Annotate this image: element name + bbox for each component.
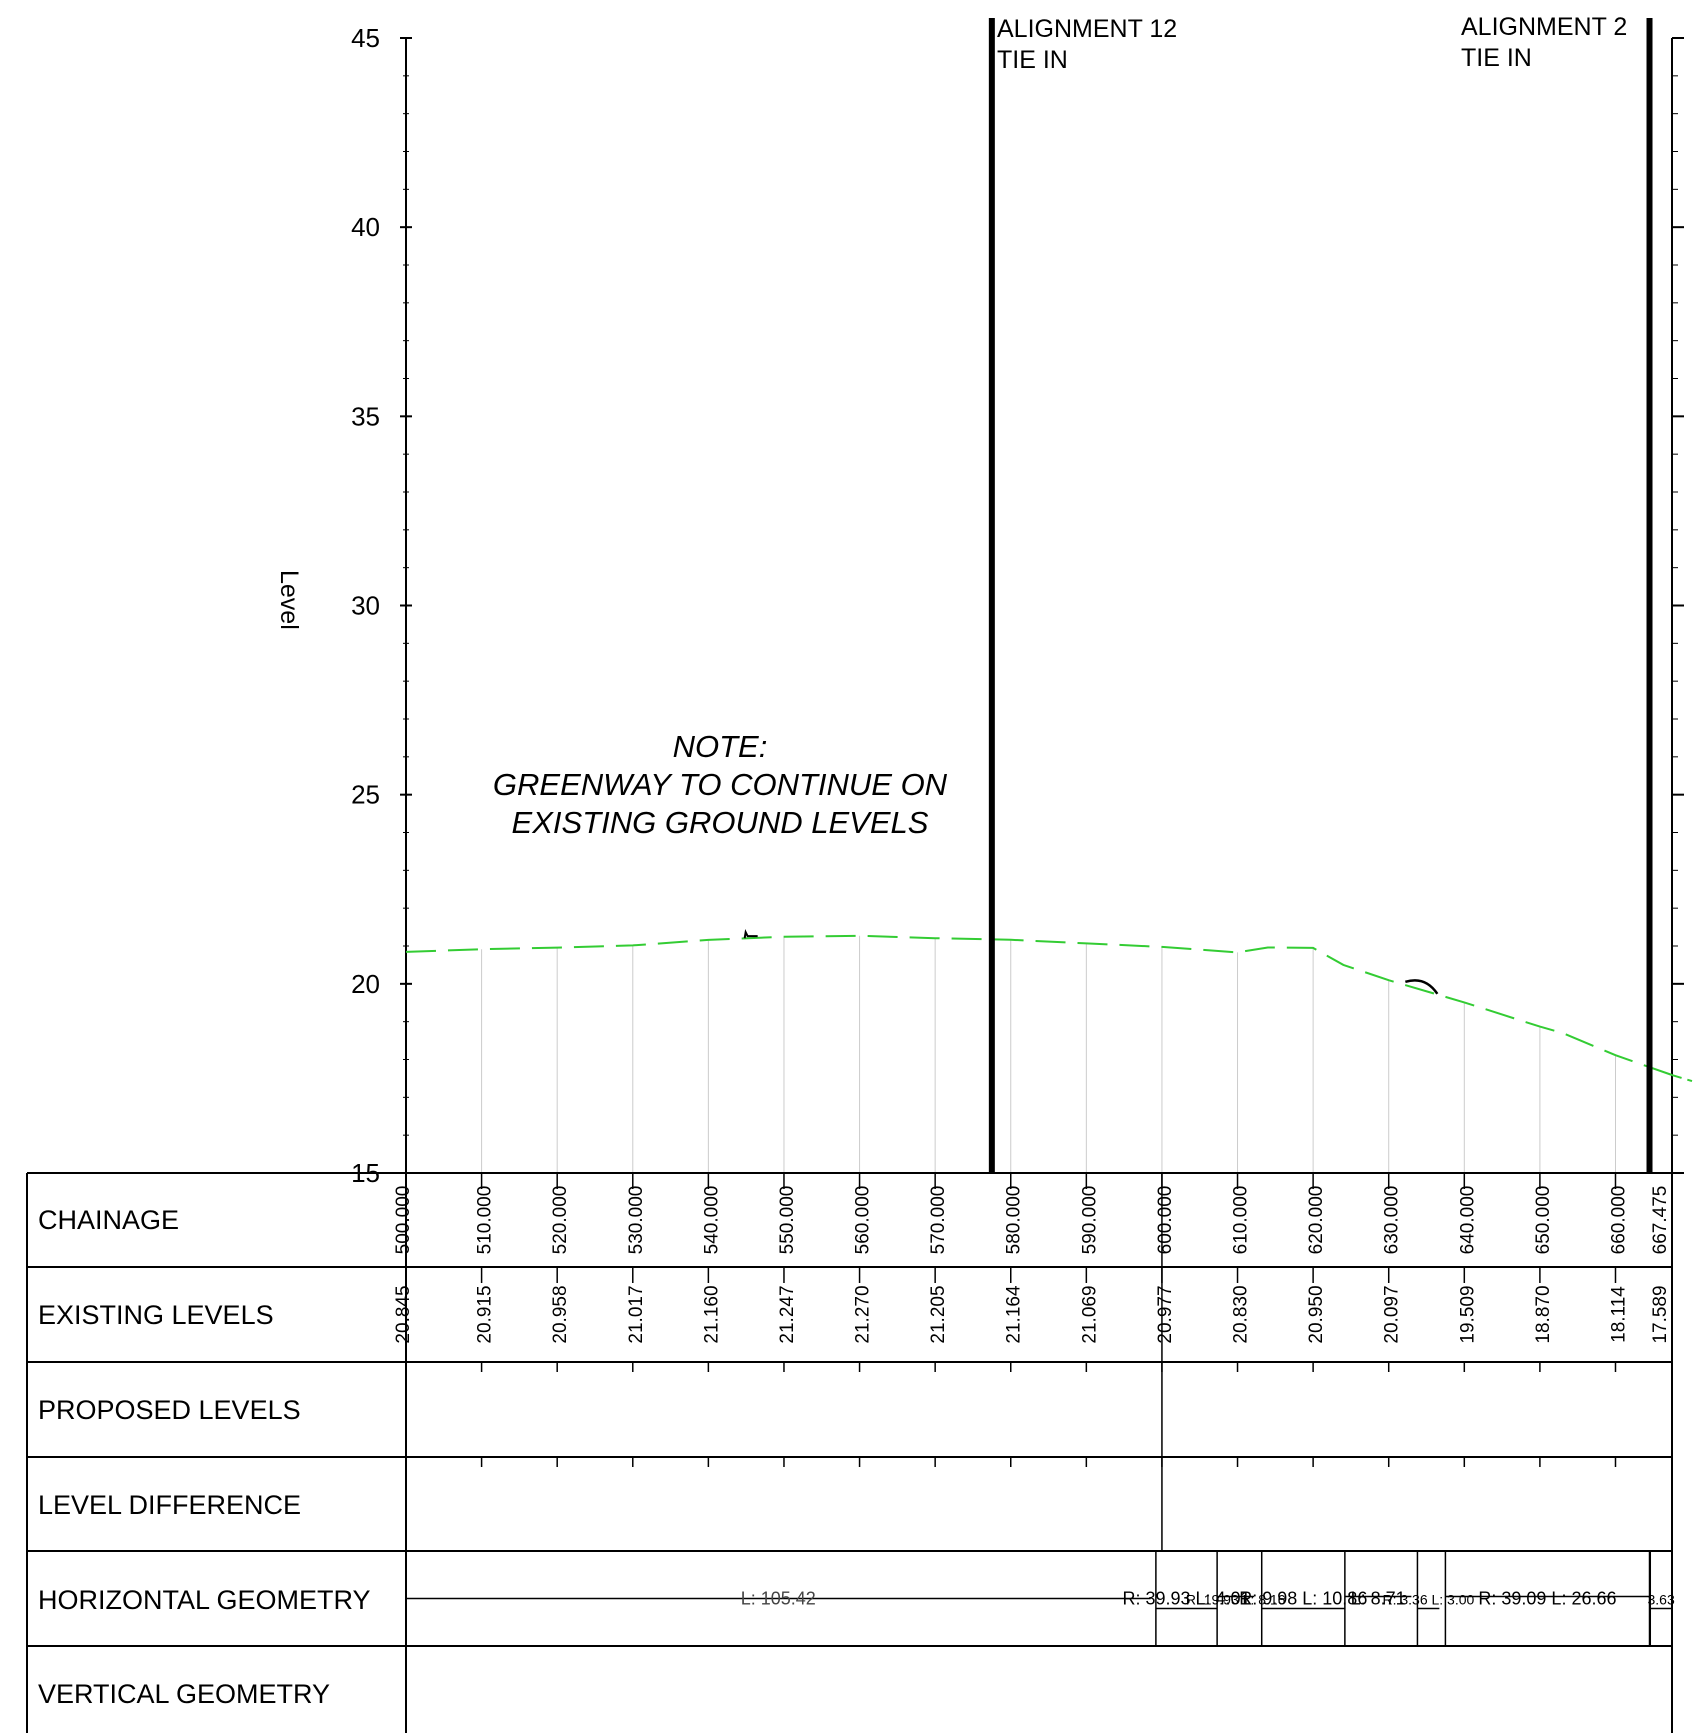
level-tick-label: 40 [351, 212, 380, 242]
row-label-proposed-levels: PROPOSED LEVELS [38, 1395, 301, 1425]
level-tick-label: 25 [351, 780, 380, 810]
row-label-level-difference: LEVEL DIFFERENCE [38, 1490, 302, 1520]
chainage-value: 610.000 [1231, 1186, 1252, 1255]
geometry-segment-label: L: 105.42 [741, 1589, 816, 1609]
chainage-gridlines [481, 935, 1616, 1173]
row-label-horizontal-geometry: HORIZONTAL GEOMETRY [38, 1585, 371, 1615]
existing-level-value: 20.950 [1306, 1285, 1327, 1343]
existing-level-value: 17.589 [1650, 1285, 1671, 1343]
level-tick-label: 45 [351, 23, 380, 53]
existing-level-value: 20.977 [1155, 1285, 1176, 1343]
existing-level-value: 21.160 [701, 1285, 722, 1343]
existing-level-value: 20.830 [1231, 1285, 1252, 1343]
existing-ground-profile [405, 928, 1693, 1083]
alignment-12-label-line-1: ALIGNMENT 12 [997, 15, 1178, 43]
existing-level-value: 21.017 [626, 1285, 647, 1343]
alignment-12-label: ALIGNMENT 12 TIE IN [997, 14, 1177, 76]
chainage-value: 580.000 [1004, 1186, 1025, 1255]
note-line-2: EXISTING GROUND LEVELS [511, 805, 929, 840]
profile-fragment [1404, 979, 1439, 995]
existing-level-value: 19.509 [1457, 1285, 1478, 1343]
row-label-existing-levels: EXISTING LEVELS [38, 1300, 274, 1330]
level-axis-title: Level [275, 570, 303, 630]
profile-table-grid [26, 1172, 1673, 1733]
note-heading: NOTE: [672, 729, 768, 764]
horizontal-geometry-row: L: 105.42 R: 39.93 L: 4.01R: 19.93 L: 8.1… [406, 1551, 1675, 1646]
alignment-2-label-line-1: ALIGNMENT 2 [1461, 13, 1628, 41]
chainage-value: 630.000 [1382, 1186, 1403, 1255]
chainage-value: 530.000 [626, 1186, 647, 1255]
profile-fragment [743, 928, 758, 939]
chainage-value: 560.000 [853, 1186, 874, 1255]
geometry-segment-label: R: 39.93 L: 4.01 [1122, 1589, 1250, 1609]
row-label-chainage: CHAINAGE [38, 1205, 180, 1235]
ground-profile-line [405, 934, 1673, 1076]
level-tick-label: 35 [351, 401, 380, 431]
existing-level-value: 20.915 [475, 1285, 496, 1343]
chainage-value: 640.000 [1457, 1186, 1478, 1255]
existing-level-value: 20.845 [393, 1285, 414, 1343]
chainage-values: 500.000 510.000 520.000 530.000 540.000 550.0… [393, 1186, 1671, 1255]
chainage-value: 650.000 [1533, 1186, 1554, 1255]
existing-level-value: 21.205 [928, 1285, 949, 1343]
chainage-value: 590.000 [1079, 1186, 1100, 1255]
chainage-value: 540.000 [701, 1186, 722, 1255]
note-line-1: GREENWAY TO CONTINUE ON [492, 767, 948, 802]
chainage-value: 660.000 [1608, 1186, 1629, 1255]
chainage-value: 570.000 [928, 1186, 949, 1255]
row-label-vertical-geometry: VERTICAL GEOMETRY [38, 1679, 331, 1709]
alignment-tie-in-lines [988, 18, 1653, 1173]
alignment-2-label-line-2: TIE IN [1461, 44, 1532, 72]
level-tick-label: 20 [351, 969, 380, 999]
existing-level-value: 18.870 [1533, 1285, 1554, 1343]
existing-level-value: 20.958 [550, 1285, 571, 1343]
chainage-value: 510.000 [475, 1186, 496, 1255]
ground-profile-extension [1671, 1074, 1693, 1083]
chainage-value: 500.000 [393, 1186, 414, 1255]
chainage-value: 600.000 [1155, 1186, 1176, 1255]
existing-level-values: 20.845 20.915 20.958 21.017 21.160 21.247 21.2… [393, 1285, 1671, 1344]
alignment-2-label: ALIGNMENT 2 TIE IN [1461, 12, 1627, 74]
existing-level-value: 21.247 [777, 1285, 798, 1343]
existing-level-value: 21.270 [853, 1285, 874, 1343]
geometry-segment-label: R: 19.93 L: 8.16 [1186, 1592, 1286, 1608]
geometry-segment-label: R: 3.36 L: 3.00 [1382, 1592, 1474, 1608]
chainage-value: 520.000 [550, 1186, 571, 1255]
level-tick-label: 30 [351, 591, 380, 621]
existing-level-value: 18.114 [1608, 1286, 1629, 1343]
chainage-value: 620.000 [1306, 1186, 1327, 1255]
existing-level-value: 21.164 [1004, 1285, 1025, 1344]
existing-level-value: 20.097 [1382, 1285, 1403, 1343]
existing-level-value: 21.069 [1079, 1285, 1100, 1343]
geometry-segment-label: R: 39.09 L: 26.66 [1478, 1589, 1616, 1609]
geometry-segment-label: 3.63 [1648, 1592, 1675, 1608]
chainage-value: 550.000 [777, 1186, 798, 1255]
geometry-segment-label: R: 9.98 L: 10.86 [1239, 1589, 1367, 1609]
geometry-segment-label: L: 8.71 [1351, 1589, 1406, 1609]
chainage-value: 667.475 [1650, 1186, 1671, 1255]
alignment-12-label-line-2: TIE IN [997, 46, 1068, 74]
